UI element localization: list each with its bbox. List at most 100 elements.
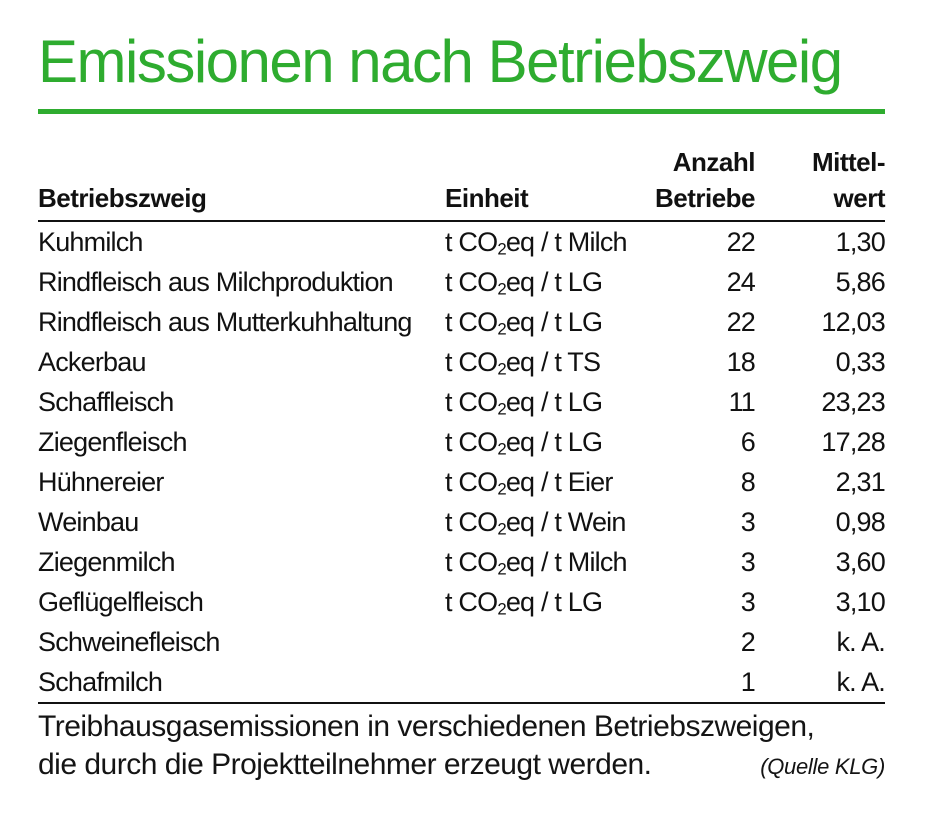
caption-source: (Quelle KLG) — [760, 754, 885, 779]
cell-einheit: t CO2eq / t TS — [445, 342, 635, 382]
cell-anzahl-betriebe: 11 — [728, 387, 756, 417]
cell-betriebszweig: Kuhmilch — [38, 227, 143, 257]
table-row: Rindfleisch aus Milchproduktion t CO2eq … — [38, 262, 886, 302]
cell-einheit: t CO2eq / t Milch — [445, 542, 635, 582]
cell-betriebszweig: Hühnereier — [38, 467, 164, 497]
unit-subscript: 2 — [497, 279, 506, 299]
header-einheit: Einheit — [445, 183, 529, 213]
cell-einheit: t CO2eq / t LG — [445, 582, 635, 622]
unit-suffix: eq / t Wein — [505, 507, 627, 537]
header-mittelwert-line2: wert — [833, 183, 886, 213]
unit-suffix: eq / t Eier — [505, 467, 614, 497]
cell-mittelwert: 0,98 — [835, 507, 886, 537]
caption-line1: Treibhausgasemissionen in verschiedenen … — [38, 710, 815, 743]
header-betriebszweig: Betriebszweig — [38, 183, 207, 213]
table-body: Kuhmilch t CO2eq / t Milch 22 1,30 Rindf… — [38, 222, 886, 704]
unit-suffix: eq / t LG — [505, 387, 603, 417]
table-row: Schafmilch 1 k. A. — [38, 662, 886, 702]
unit-subscript: 2 — [497, 319, 506, 339]
unit-prefix: t CO — [445, 227, 498, 257]
caption-line2: die durch die Projektteilnehmer erzeugt … — [38, 748, 652, 781]
cell-betriebszweig: Schaffleisch — [38, 387, 174, 417]
cell-mittelwert: 12,03 — [821, 307, 885, 337]
unit-suffix: eq / t LG — [505, 427, 603, 457]
cell-anzahl-betriebe: 6 — [740, 427, 756, 457]
caption-line2-row: die durch die Projektteilnehmer erzeugt … — [38, 746, 885, 786]
unit-prefix: t CO — [445, 307, 498, 337]
cell-anzahl-betriebe: 1 — [740, 667, 756, 697]
table-row: Rindfleisch aus Mutterkuhhaltung t CO2eq… — [38, 302, 886, 342]
cell-mittelwert: k. A. — [836, 667, 885, 697]
unit-suffix: eq / t Milch — [505, 547, 628, 577]
table-row: Ziegenmilch t CO2eq / t Milch 3 3,60 — [38, 542, 886, 582]
unit-suffix: eq / t LG — [505, 587, 603, 617]
cell-betriebszweig: Ackerbau — [38, 347, 146, 377]
cell-mittelwert: 23,23 — [821, 387, 885, 417]
unit-subscript: 2 — [497, 479, 506, 499]
unit-subscript: 2 — [497, 559, 506, 579]
table-row: Schaffleisch t CO2eq / t LG 11 23,23 — [38, 382, 886, 422]
emissions-table: Betriebszweig Einheit Anzahl Betriebe Mi… — [38, 144, 886, 704]
unit-subscript: 2 — [497, 399, 506, 419]
cell-anzahl-betriebe: 22 — [726, 227, 756, 257]
header-anzahl-line2: Betriebe — [654, 183, 756, 213]
cell-einheit — [445, 622, 635, 662]
header-mittelwert: Mittel- wert — [755, 144, 886, 216]
cell-einheit — [445, 662, 635, 702]
cell-einheit: t CO2eq / t Eier — [445, 462, 635, 502]
cell-einheit: t CO2eq / t Milch — [445, 222, 635, 262]
cell-anzahl-betriebe: 22 — [726, 307, 756, 337]
cell-anzahl-betriebe: 3 — [740, 547, 756, 577]
cell-einheit: t CO2eq / t LG — [445, 382, 635, 422]
unit-prefix: t CO — [445, 387, 498, 417]
cell-betriebszweig: Schweinefleisch — [38, 627, 220, 657]
cell-betriebszweig: Schafmilch — [38, 667, 163, 697]
cell-betriebszweig: Rindfleisch aus Milchproduktion — [38, 267, 394, 297]
cell-betriebszweig: Ziegenmilch — [38, 547, 176, 577]
caption: Treibhausgasemissionen in verschiedenen … — [38, 708, 885, 786]
table-header-row: Betriebszweig Einheit Anzahl Betriebe Mi… — [38, 144, 886, 222]
unit-subscript: 2 — [497, 359, 506, 379]
cell-mittelwert: 5,86 — [835, 267, 886, 297]
unit-subscript: 2 — [497, 439, 506, 459]
header-anzahl-betriebe: Anzahl Betriebe — [635, 144, 756, 216]
page-title: Emissionen nach Betriebszweig — [38, 28, 843, 95]
unit-prefix: t CO — [445, 587, 498, 617]
cell-mittelwert: 17,28 — [821, 427, 885, 457]
cell-betriebszweig: Ziegenfleisch — [38, 427, 187, 457]
cell-mittelwert: 2,31 — [835, 467, 886, 497]
table-row: Geflügelfleisch t CO2eq / t LG 3 3,10 — [38, 582, 886, 622]
cell-anzahl-betriebe: 3 — [740, 587, 756, 617]
cell-anzahl-betriebe: 24 — [726, 267, 756, 297]
cell-betriebszweig: Rindfleisch aus Mutterkuhhaltung — [38, 307, 412, 337]
cell-anzahl-betriebe: 18 — [726, 347, 756, 377]
cell-einheit: t CO2eq / t LG — [445, 262, 635, 302]
cell-einheit: t CO2eq / t Wein — [445, 502, 635, 542]
cell-einheit: t CO2eq / t LG — [445, 422, 635, 462]
cell-mittelwert: 1,30 — [835, 227, 886, 257]
unit-prefix: t CO — [445, 547, 498, 577]
cell-betriebszweig: Weinbau — [38, 507, 139, 537]
header-mittelwert-line1: Mittel- — [811, 147, 886, 177]
title-underline-rule — [38, 109, 885, 114]
cell-mittelwert: 3,10 — [835, 587, 886, 617]
table-row: Schweinefleisch 2 k. A. — [38, 622, 886, 662]
unit-subscript: 2 — [497, 519, 506, 539]
unit-prefix: t CO — [445, 467, 498, 497]
cell-anzahl-betriebe: 8 — [740, 467, 756, 497]
cell-mittelwert: 0,33 — [835, 347, 886, 377]
unit-prefix: t CO — [445, 347, 498, 377]
unit-subscript: 2 — [497, 599, 506, 619]
unit-suffix: eq / t TS — [505, 347, 601, 377]
unit-prefix: t CO — [445, 427, 498, 457]
unit-suffix: eq / t LG — [505, 267, 603, 297]
table-row: Kuhmilch t CO2eq / t Milch 22 1,30 — [38, 222, 886, 262]
header-anzahl-line1: Anzahl — [672, 147, 756, 177]
table-row: Ackerbau t CO2eq / t TS 18 0,33 — [38, 342, 886, 382]
unit-subscript: 2 — [497, 239, 506, 259]
table-row: Hühnereier t CO2eq / t Eier 8 2,31 — [38, 462, 886, 502]
unit-suffix: eq / t Milch — [505, 227, 628, 257]
cell-mittelwert: 3,60 — [835, 547, 886, 577]
table-row: Ziegenfleisch t CO2eq / t LG 6 17,28 — [38, 422, 886, 462]
